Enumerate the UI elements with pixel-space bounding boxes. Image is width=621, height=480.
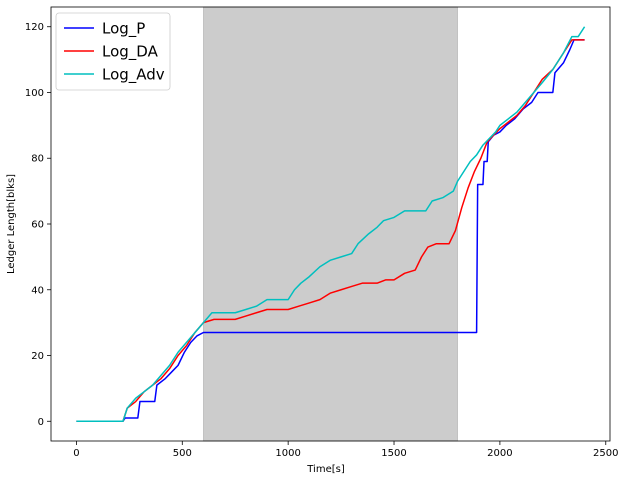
x-axis-label: Time[s] (306, 464, 345, 475)
x-axis-ticks: 0 500 1000 1500 2000 2500 (73, 441, 618, 459)
series-line-log-adv (76, 26, 586, 423)
x-tick-label: 2000 (487, 448, 512, 459)
y-tick-label: 80 (31, 154, 44, 165)
y-tick-label: 100 (25, 88, 44, 99)
series-layer (76, 26, 586, 423)
legend-label: Log_Adv (102, 66, 165, 85)
x-tick-label: 1000 (275, 448, 300, 459)
series-line-log-da (76, 39, 585, 423)
shaded-region-layer (203, 6, 458, 442)
series-line-log-p (76, 39, 585, 423)
y-tick-label: 40 (31, 285, 44, 296)
y-axis-ticks: 0 20 40 60 80 100 120 (25, 22, 51, 428)
x-tick-label: 500 (173, 448, 192, 459)
legend: Log_P Log_DA Log_Adv (55, 12, 171, 91)
x-tick-label: 1500 (381, 448, 406, 459)
y-axis-label: Ledger Length[blks] (6, 174, 17, 274)
legend-label: Log_P (102, 20, 145, 39)
y-tick-label: 120 (25, 22, 44, 33)
y-tick-label: 20 (31, 351, 44, 362)
shaded-region (203, 6, 458, 442)
x-tick-label: 0 (73, 448, 79, 459)
legend-label: Log_DA (102, 43, 159, 62)
x-tick-label: 2500 (593, 448, 618, 459)
legend-box (55, 12, 171, 91)
y-tick-label: 0 (38, 417, 44, 428)
y-tick-label: 60 (31, 220, 44, 231)
